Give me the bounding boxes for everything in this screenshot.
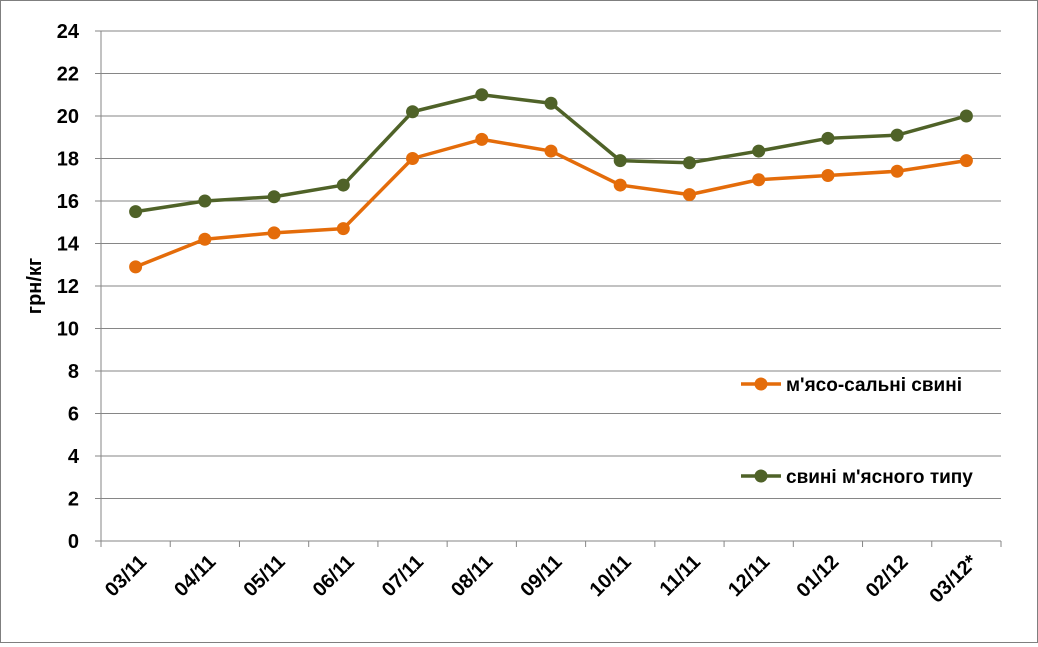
y-tick-label: 16 xyxy=(57,191,79,213)
y-tick-label: 8 xyxy=(68,361,79,383)
data-point xyxy=(544,96,558,110)
x-axis-ticks: 03/11 04/11 05/11 06/11 07/11 08/11 09/11 10/11… xyxy=(101,551,982,608)
y-tick-label: 4 xyxy=(68,446,80,468)
data-point xyxy=(129,205,143,219)
data-point xyxy=(890,128,904,142)
data-point xyxy=(475,88,489,102)
y-axis-label: грн/кг xyxy=(24,258,46,315)
legend-marker xyxy=(754,469,768,483)
x-tick-label: 03/11 xyxy=(101,551,151,601)
data-point xyxy=(613,154,627,168)
x-tick-label: 01/12 xyxy=(793,551,844,602)
y-tick-label: 20 xyxy=(57,106,79,128)
x-tick-label: 05/11 xyxy=(239,551,289,601)
x-tick-label: 03/12* xyxy=(925,551,982,608)
x-tick-label: 11/11 xyxy=(656,551,705,600)
data-point xyxy=(821,131,835,145)
legend-label: м'ясо-сальні свині xyxy=(786,375,962,396)
data-point xyxy=(129,260,143,274)
data-point xyxy=(959,109,973,123)
data-point xyxy=(406,152,420,165)
legend: м'ясо-сальні свині свині м'ясного типу xyxy=(741,375,973,488)
y-tick-label: 2 xyxy=(68,489,79,511)
data-point xyxy=(267,190,281,204)
legend-marker xyxy=(754,377,768,391)
y-tick-label: 14 xyxy=(57,234,80,256)
x-tick-label: 10/11 xyxy=(586,551,636,601)
gridlines xyxy=(95,30,1002,547)
data-point xyxy=(821,169,835,182)
data-point xyxy=(336,178,350,192)
data-point xyxy=(544,144,558,158)
data-point xyxy=(336,222,350,236)
data-point xyxy=(682,156,696,170)
y-tick-label: 12 xyxy=(57,276,79,298)
x-tick-label: 09/11 xyxy=(516,551,566,601)
data-point xyxy=(752,173,766,187)
x-tick-label: 12/11 xyxy=(724,551,774,601)
x-tick-label: 04/11 xyxy=(170,551,220,601)
data-point xyxy=(613,178,627,192)
series-lines xyxy=(129,88,973,274)
y-tick-label: 24 xyxy=(57,21,80,43)
x-tick-label: 07/11 xyxy=(378,551,428,601)
y-tick-label: 10 xyxy=(57,319,79,341)
data-point xyxy=(198,194,212,208)
data-point xyxy=(682,188,696,202)
y-tick-label: 0 xyxy=(68,531,79,553)
data-point xyxy=(752,144,766,158)
data-point xyxy=(198,232,212,246)
data-point xyxy=(267,226,281,240)
y-tick-label: 22 xyxy=(57,64,79,86)
data-point xyxy=(890,164,904,178)
y-tick-label: 18 xyxy=(57,149,79,171)
data-point xyxy=(475,132,489,146)
data-point xyxy=(406,105,420,119)
y-tick-label: 6 xyxy=(68,404,79,426)
x-tick-label: 02/12 xyxy=(862,551,913,602)
legend-label: свині м'ясного типу xyxy=(786,467,973,488)
x-tick-label: 08/11 xyxy=(447,551,497,601)
data-point xyxy=(959,154,973,168)
x-tick-label: 06/11 xyxy=(309,551,359,601)
